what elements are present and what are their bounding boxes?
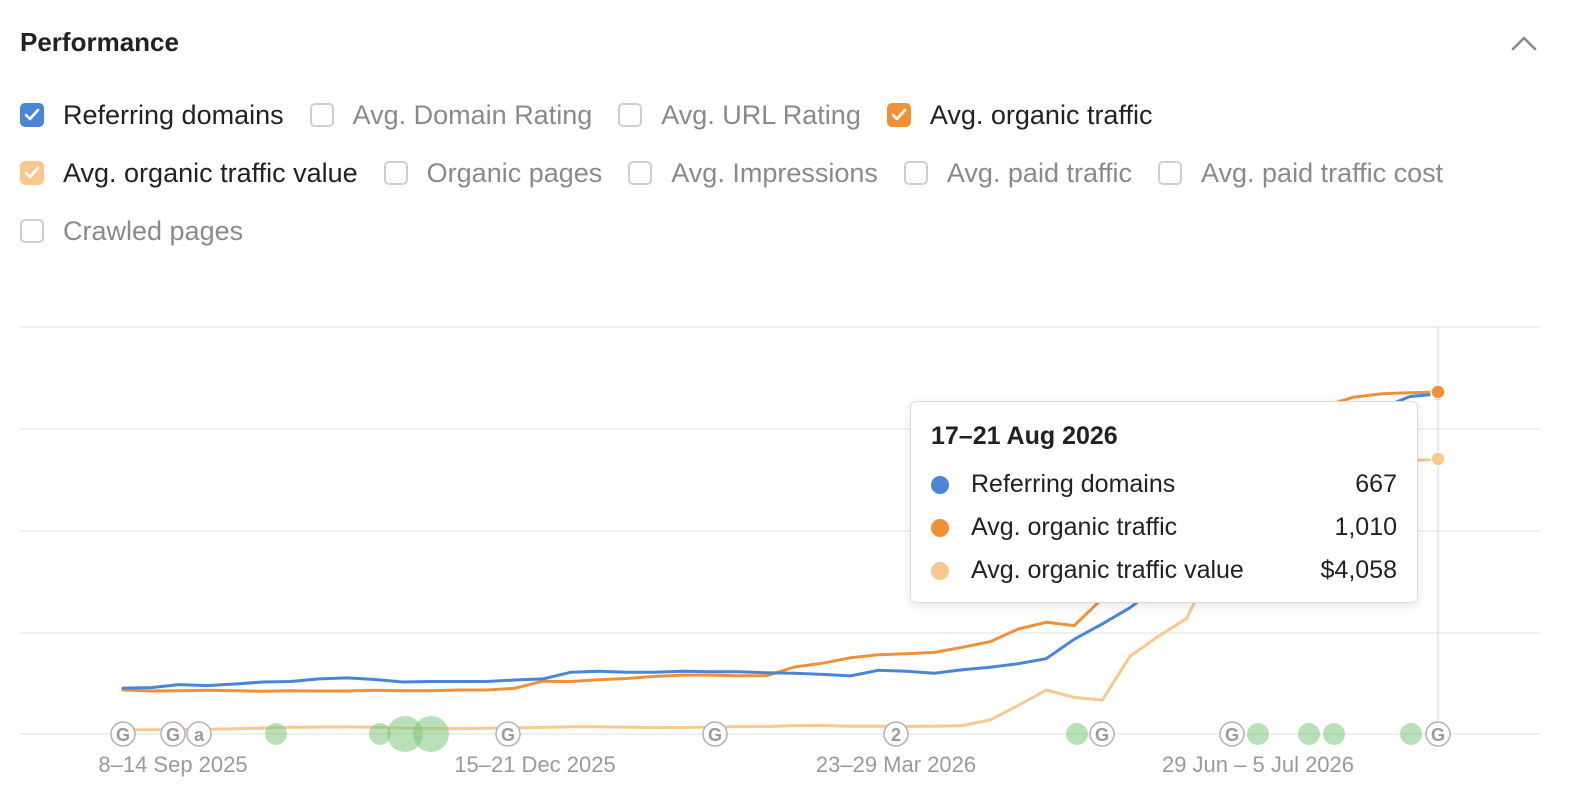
x-tick-label: 8–14 Sep 2025 xyxy=(98,752,247,777)
option-avg-domain-rating[interactable]: Avg. Domain Rating xyxy=(309,99,593,131)
tooltip-row-name: Avg. organic traffic value xyxy=(971,556,1244,584)
tooltip-row-name: Avg. organic traffic xyxy=(971,513,1178,541)
annotation-badge[interactable] xyxy=(1425,721,1451,747)
annotation-label: G xyxy=(708,725,722,745)
option-label: Avg. Impressions xyxy=(671,157,878,188)
options-row-3: Crawled pages xyxy=(20,202,1580,260)
checkbox[interactable] xyxy=(20,103,44,127)
annotation-badge[interactable] xyxy=(702,721,728,747)
x-tick-label: 23–29 Mar 2026 xyxy=(816,752,976,777)
event-marker[interactable] xyxy=(387,716,423,752)
section-title: Performance xyxy=(20,27,179,57)
event-marker[interactable] xyxy=(1066,723,1088,745)
option-avg-paid-traffic-cost[interactable]: Avg. paid traffic cost xyxy=(1158,158,1443,189)
event-marker[interactable] xyxy=(1323,723,1345,745)
event-marker[interactable] xyxy=(1247,723,1269,745)
tooltip-row-avg-organic-traffic: Avg. organic traffic 1,010 xyxy=(931,506,1397,549)
annotation-label: G xyxy=(1431,725,1445,745)
option-label: Referring domains xyxy=(63,99,284,130)
option-crawled-pages[interactable]: Crawled pages xyxy=(20,216,243,247)
event-marker[interactable] xyxy=(1298,723,1320,745)
tooltip-row-value: 667 xyxy=(1355,470,1397,498)
annotation-label: G xyxy=(1095,725,1109,745)
option-label: Avg. paid traffic cost xyxy=(1201,157,1444,188)
annotation-label: G xyxy=(501,725,515,745)
annotation-badge[interactable] xyxy=(1089,721,1115,747)
checkbox[interactable] xyxy=(20,219,44,243)
option-avg-impressions[interactable]: Avg. Impressions xyxy=(628,158,878,189)
check-icon xyxy=(891,108,907,121)
option-avg-organic-traffic-value[interactable]: Avg. organic traffic value xyxy=(20,158,358,189)
tooltip-title: 17–21 Aug 2026 xyxy=(931,422,1118,450)
tooltip-row-avg-organic-traffic-value: Avg. organic traffic value $4,058 xyxy=(931,549,1397,592)
chevron-up-icon xyxy=(1511,36,1537,51)
check-icon xyxy=(24,166,40,179)
option-label: Avg. URL Rating xyxy=(661,99,861,130)
series-dot-icon xyxy=(931,518,949,537)
checkbox[interactable] xyxy=(1158,161,1182,185)
series-endpoint xyxy=(1430,451,1446,467)
options-row-2: Avg. organic traffic value Organic pages… xyxy=(20,144,1580,202)
annotation-label: 2 xyxy=(891,725,901,745)
checkbox[interactable] xyxy=(903,161,928,185)
checkbox[interactable] xyxy=(886,103,911,127)
option-label: Avg. organic traffic value xyxy=(63,157,358,188)
option-label: Avg. Domain Rating xyxy=(352,99,593,130)
option-label: Organic pages xyxy=(426,157,603,188)
tooltip-row-referring-domains: Referring domains 667 xyxy=(931,463,1397,506)
event-marker[interactable] xyxy=(1400,723,1422,745)
annotation-label: G xyxy=(116,725,130,745)
annotation-badge[interactable] xyxy=(110,721,136,747)
annotation-badge[interactable] xyxy=(1219,721,1245,747)
annotation-badge[interactable] xyxy=(495,721,521,747)
x-tick-label: 15–21 Dec 2025 xyxy=(454,752,615,777)
check-icon xyxy=(24,108,40,121)
option-avg-paid-traffic[interactable]: Avg. paid traffic xyxy=(903,157,1132,189)
checkbox[interactable] xyxy=(618,103,643,127)
event-marker[interactable] xyxy=(369,723,391,745)
annotation-badge[interactable] xyxy=(160,721,186,747)
annotation-label: G xyxy=(1225,725,1239,745)
option-label: Avg. paid traffic xyxy=(946,157,1132,188)
event-marker[interactable] xyxy=(413,716,449,752)
checkbox[interactable] xyxy=(309,103,334,127)
chart-tooltip: 17–21 Aug 2026 Referring domains 667 Avg… xyxy=(910,401,1418,603)
annotation-label: G xyxy=(166,725,180,745)
tooltip-row-value: $4,058 xyxy=(1320,556,1397,584)
series-endpoint xyxy=(1430,384,1446,400)
collapse-button[interactable] xyxy=(1506,28,1542,58)
series-dot-icon xyxy=(931,561,949,580)
option-avg-url-rating[interactable]: Avg. URL Rating xyxy=(618,100,861,131)
option-label: Avg. organic traffic xyxy=(929,99,1153,130)
annotation-badge[interactable] xyxy=(186,721,212,747)
annotation-badge[interactable] xyxy=(883,721,909,747)
checkbox[interactable] xyxy=(383,161,408,185)
event-marker[interactable] xyxy=(265,723,287,745)
annotation-label: a xyxy=(194,725,205,745)
checkbox[interactable] xyxy=(20,161,44,185)
checkbox[interactable] xyxy=(628,161,653,185)
series-dot-icon xyxy=(931,475,949,494)
option-referring-domains[interactable]: Referring domains xyxy=(20,100,284,131)
option-label: Crawled pages xyxy=(63,215,244,246)
options-row-1: Referring domains Avg. Domain Rating Avg… xyxy=(20,86,1580,144)
x-tick-label: 29 Jun – 5 Jul 2026 xyxy=(1162,752,1354,777)
option-organic-pages[interactable]: Organic pages xyxy=(383,157,603,189)
tooltip-row-name: Referring domains xyxy=(971,470,1176,498)
tooltip-row-value: 1,010 xyxy=(1334,513,1397,541)
option-avg-organic-traffic[interactable]: Avg. organic traffic xyxy=(886,99,1153,131)
metric-options: Referring domains Avg. Domain Rating Avg… xyxy=(20,86,1580,260)
